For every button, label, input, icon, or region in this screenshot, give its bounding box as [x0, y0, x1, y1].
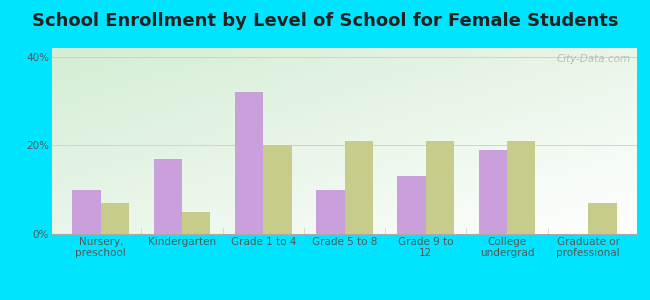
Bar	[101, 203, 129, 234]
Text: School Enrollment by Level of School for Female Students: School Enrollment by Level of School for…	[32, 12, 618, 30]
Text: City-Data.com: City-Data.com	[557, 54, 631, 64]
Bar	[397, 176, 426, 234]
Bar	[182, 212, 211, 234]
Bar	[263, 146, 292, 234]
Bar	[507, 141, 536, 234]
Bar	[588, 203, 617, 234]
Bar	[426, 141, 454, 234]
Bar	[72, 190, 101, 234]
Bar	[235, 92, 263, 234]
Bar	[316, 190, 344, 234]
Bar	[478, 150, 507, 234]
Bar	[153, 159, 182, 234]
Bar	[344, 141, 373, 234]
